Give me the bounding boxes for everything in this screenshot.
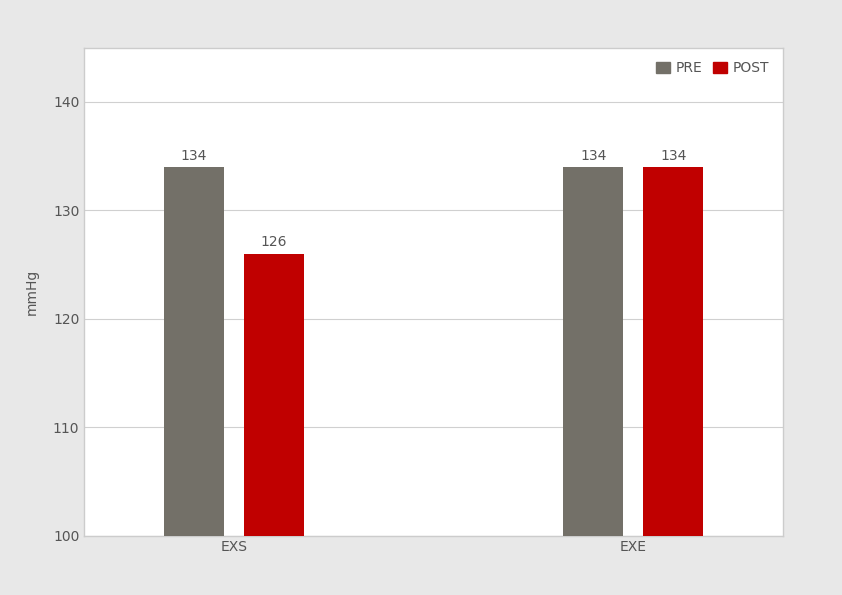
Bar xyxy=(244,253,304,536)
Legend: PRE, POST: PRE, POST xyxy=(649,55,776,83)
Text: 134: 134 xyxy=(580,149,606,162)
Bar xyxy=(563,167,623,536)
Bar xyxy=(164,167,224,536)
Text: 126: 126 xyxy=(261,235,287,249)
Text: 134: 134 xyxy=(181,149,207,162)
Y-axis label: mmHg: mmHg xyxy=(25,268,39,315)
Text: 134: 134 xyxy=(660,149,686,162)
Bar xyxy=(643,167,703,536)
